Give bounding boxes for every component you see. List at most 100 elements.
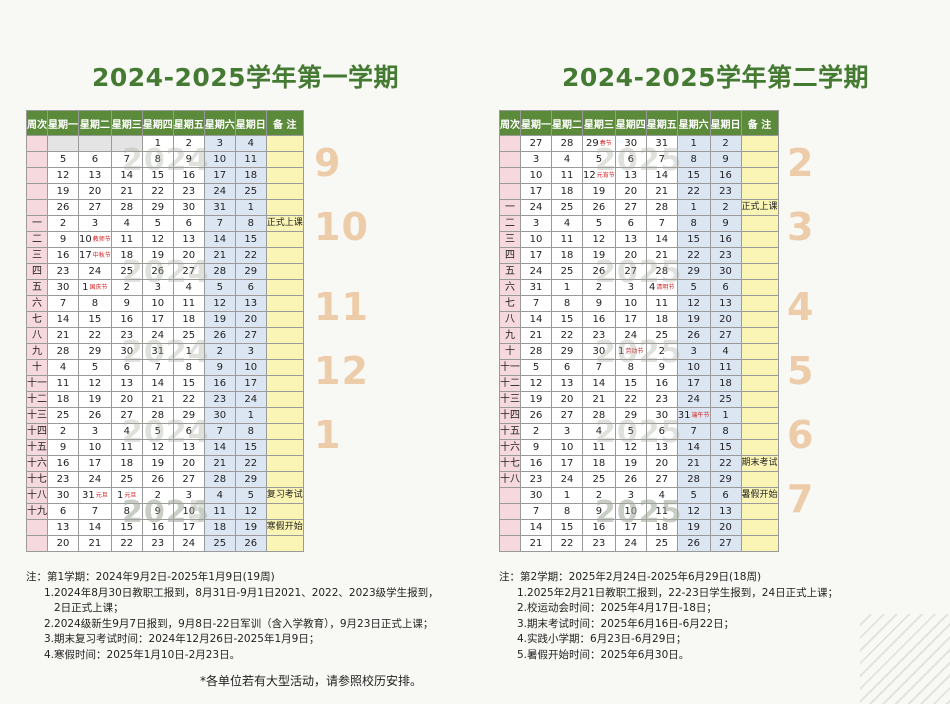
day-cell: 31 xyxy=(141,343,174,360)
cell-text: 9 xyxy=(59,442,67,453)
day-cell: 22 xyxy=(676,183,711,200)
cell-text: 26 xyxy=(244,538,258,549)
day-cell: 10 xyxy=(614,503,647,520)
day-cell: 6 xyxy=(172,215,205,232)
cell-text: 5 xyxy=(59,154,67,165)
remark-cell xyxy=(740,439,779,456)
cell-text: 25 xyxy=(120,474,134,485)
cell-text: 13 xyxy=(182,442,196,453)
cell-text: 9 xyxy=(532,442,540,453)
week-row: 13 14 15 16 17 18 19 寒假开始 xyxy=(26,519,304,536)
cell-text: 十一 xyxy=(27,378,47,389)
day-cell: 13 xyxy=(110,375,143,392)
remark-cell: 复习考试 xyxy=(265,487,304,504)
cell-text: 17 xyxy=(88,458,102,469)
day-cell: 24 xyxy=(203,183,236,200)
cell-text: 12 xyxy=(213,298,227,309)
cell-text: 18 xyxy=(120,458,134,469)
festival-label: 国庆节 xyxy=(89,284,108,291)
day-cell: 15 xyxy=(234,231,267,248)
day-cell: 9 xyxy=(582,295,616,312)
remark-cell xyxy=(740,391,779,408)
note-line: 4.实践小学期：6月23日-6月29日； xyxy=(517,633,687,645)
cell-text: 26 xyxy=(529,410,543,421)
day-cell: 29 xyxy=(234,471,267,488)
note-line: 1.2025年2月21日教职工报到，22-23日学生报到，24日正式上课； xyxy=(517,586,839,599)
remark-cell xyxy=(740,343,779,360)
day-cell: 16 xyxy=(110,311,143,328)
day-cell: 26 xyxy=(582,199,616,216)
day-cell: 11 xyxy=(172,295,205,312)
week-number-cell: 七 xyxy=(26,311,48,328)
cell-text: 29 xyxy=(624,410,638,421)
day-cell: 13 xyxy=(645,439,678,456)
day-cell: 13 xyxy=(551,375,583,392)
cell-text: 8 xyxy=(154,154,161,165)
day-cell: 3 xyxy=(520,151,552,168)
week-number-cell: 十六 xyxy=(499,439,521,456)
remark-cell xyxy=(265,407,304,424)
cell-text: 27 xyxy=(529,138,543,149)
semester-2-title: 2024-2025学年第二学期 xyxy=(562,63,870,92)
cell-text: 19 xyxy=(592,250,606,261)
cell-text: 24 xyxy=(151,330,165,341)
week-row: 30 1 2 3 4 5 6 暑假开始 xyxy=(499,487,779,504)
cell-text: 26 xyxy=(151,474,165,485)
cell-text: 12 xyxy=(592,234,606,245)
day-cell: 12 xyxy=(234,503,267,520)
day-cell: 8 xyxy=(676,151,711,168)
day-cell: 17 xyxy=(141,311,174,328)
cell-text: 26 xyxy=(213,330,227,341)
day-cell: 6 xyxy=(78,151,112,168)
day-cell: 30 xyxy=(110,343,143,360)
day-cell: 17 xyxy=(676,375,711,392)
remark-cell xyxy=(265,167,304,184)
cell-text: 11 xyxy=(655,506,669,517)
cell-text: 2 xyxy=(59,218,67,229)
week-row: 九 21 22 23 24 25 26 27 xyxy=(499,327,779,344)
cell-text: 19 xyxy=(624,458,638,469)
day-cell: 27 xyxy=(110,407,143,424)
day-cell: 25 xyxy=(709,391,742,408)
cell-text: 24 xyxy=(687,394,700,405)
week-number-cell: 六 xyxy=(499,279,521,296)
remark-cell xyxy=(265,391,304,408)
day-cell: 2 xyxy=(582,279,616,296)
cell-text: 12 xyxy=(624,442,638,453)
cell-text: 30 xyxy=(120,346,134,357)
cell-text: 十七 xyxy=(27,474,47,485)
cell-text: 9 xyxy=(658,362,665,373)
week-row: 14 15 16 17 18 19 20 xyxy=(499,519,779,536)
cell-text: 20 xyxy=(624,186,638,197)
day-cell: 10 xyxy=(141,295,174,312)
day-cell: 9 xyxy=(645,359,678,376)
day-cell: 20 xyxy=(709,311,742,328)
remark-cell xyxy=(265,151,304,168)
day-cell: 7 xyxy=(110,151,143,168)
day-cell: 23 xyxy=(141,535,174,552)
day-cell: 22 xyxy=(614,391,647,408)
cell-text: 22 xyxy=(88,330,102,341)
day-cell: 24 xyxy=(234,391,267,408)
day-cell: 29 xyxy=(551,343,583,360)
day-cell: 6 xyxy=(110,359,143,376)
cell-text: 10 xyxy=(213,154,227,165)
day-cell: 25 xyxy=(551,263,583,280)
cell-text: 16 xyxy=(56,250,70,261)
day-cell: 21 xyxy=(645,247,678,264)
cell-text: 14 xyxy=(529,522,543,533)
cell-text: 28 xyxy=(120,202,134,213)
cell-text: 1 xyxy=(563,282,571,293)
week-row: 17 18 19 20 21 22 23 xyxy=(499,183,779,200)
column-header: 星期一 xyxy=(520,110,552,136)
day-cell: 17 xyxy=(520,247,552,264)
cell-text: 16 xyxy=(719,234,732,245)
day-cell: 11 xyxy=(645,503,678,520)
cell-text: 16 xyxy=(719,170,732,181)
week-row: 十三 19 20 21 22 23 24 25 xyxy=(499,391,779,408)
day-cell: 26 xyxy=(141,263,174,280)
day-cell: 12 xyxy=(141,439,174,456)
cell-text: 6 xyxy=(722,490,729,501)
cell-text: 八 xyxy=(505,314,515,325)
cell-text: 19 xyxy=(687,314,700,325)
